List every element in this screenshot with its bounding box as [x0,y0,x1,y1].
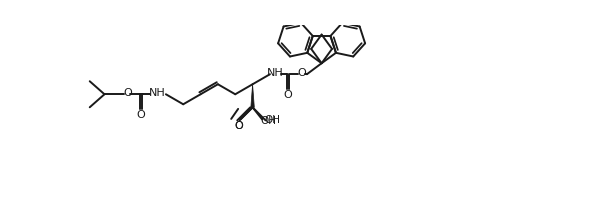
Text: O: O [284,90,292,100]
Text: OH: OH [260,116,276,126]
Polygon shape [251,84,254,107]
Text: O: O [136,110,145,120]
Text: O: O [235,121,243,131]
Text: NH: NH [149,88,166,99]
Text: O: O [235,120,243,131]
Text: O: O [123,88,132,99]
Text: OH: OH [264,115,280,125]
Text: O: O [297,68,306,78]
Text: NH: NH [267,68,284,78]
